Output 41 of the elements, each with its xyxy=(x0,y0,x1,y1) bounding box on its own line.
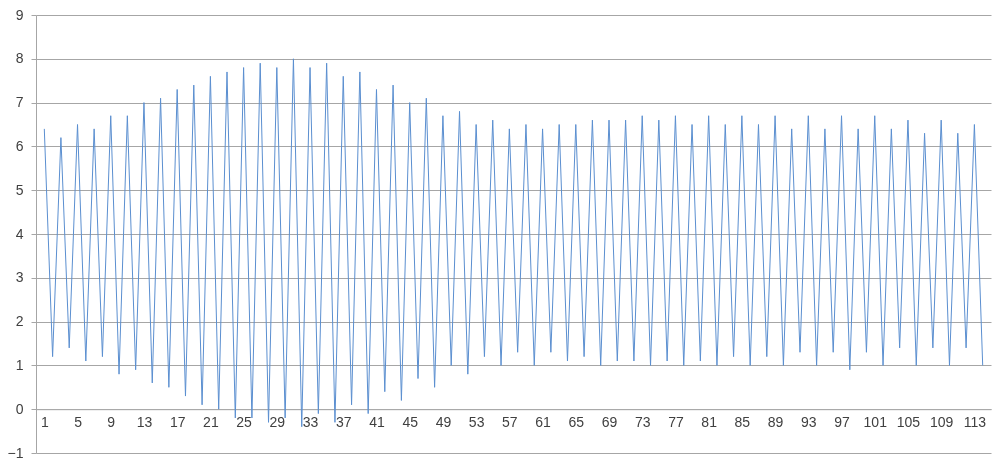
x-tick-label: 13 xyxy=(136,413,153,430)
x-tick-label: 57 xyxy=(502,413,518,430)
x-tick-label: 29 xyxy=(269,413,286,430)
y-tick-label: 3 xyxy=(15,269,24,286)
x-tick-label: 93 xyxy=(801,413,817,430)
y-tick-label: 7 xyxy=(15,94,24,111)
x-tick-label: 45 xyxy=(402,413,419,430)
x-tick-label: 21 xyxy=(203,413,219,430)
x-tick-label: 41 xyxy=(369,413,385,430)
x-tick-label: 25 xyxy=(236,413,253,430)
x-tick-label: 81 xyxy=(701,413,718,430)
y-tick-label: 5 xyxy=(15,181,24,198)
y-tick-label: 8 xyxy=(15,50,24,67)
x-tick-label: 69 xyxy=(601,413,618,430)
x-tick-label: 37 xyxy=(335,413,352,430)
x-tick-label: 53 xyxy=(468,413,485,430)
x-tick-label: 105 xyxy=(896,413,921,430)
x-tick-label: 85 xyxy=(734,413,751,430)
x-tick-label: 9 xyxy=(107,413,116,430)
y-tick-label: −1 xyxy=(7,444,24,461)
y-tick-label: 2 xyxy=(15,313,24,330)
x-tick-label: 109 xyxy=(929,413,954,430)
x-tick-label: 89 xyxy=(767,413,784,430)
x-tick-label: 17 xyxy=(169,413,186,430)
y-tick-label: 1 xyxy=(15,356,24,373)
x-tick-label: 65 xyxy=(568,413,585,430)
x-tick-label: 33 xyxy=(302,413,319,430)
x-tick-label: 77 xyxy=(668,413,684,430)
x-tick-label: 49 xyxy=(435,413,452,430)
x-tick-label: 113 xyxy=(963,413,987,430)
x-tick-label: 73 xyxy=(634,413,651,430)
x-tick-label: 97 xyxy=(834,413,851,430)
x-tick-label: 5 xyxy=(74,413,83,430)
x-tick-label: 1 xyxy=(40,413,49,430)
y-tick-label: 0 xyxy=(15,400,24,417)
x-tick-label: 61 xyxy=(535,413,552,430)
line-series xyxy=(43,58,984,428)
y-tick-label: 4 xyxy=(15,225,24,242)
y-tick-label: 6 xyxy=(15,137,24,154)
y-tick-label: 9 xyxy=(15,6,24,23)
x-tick-label: 101 xyxy=(863,413,888,430)
